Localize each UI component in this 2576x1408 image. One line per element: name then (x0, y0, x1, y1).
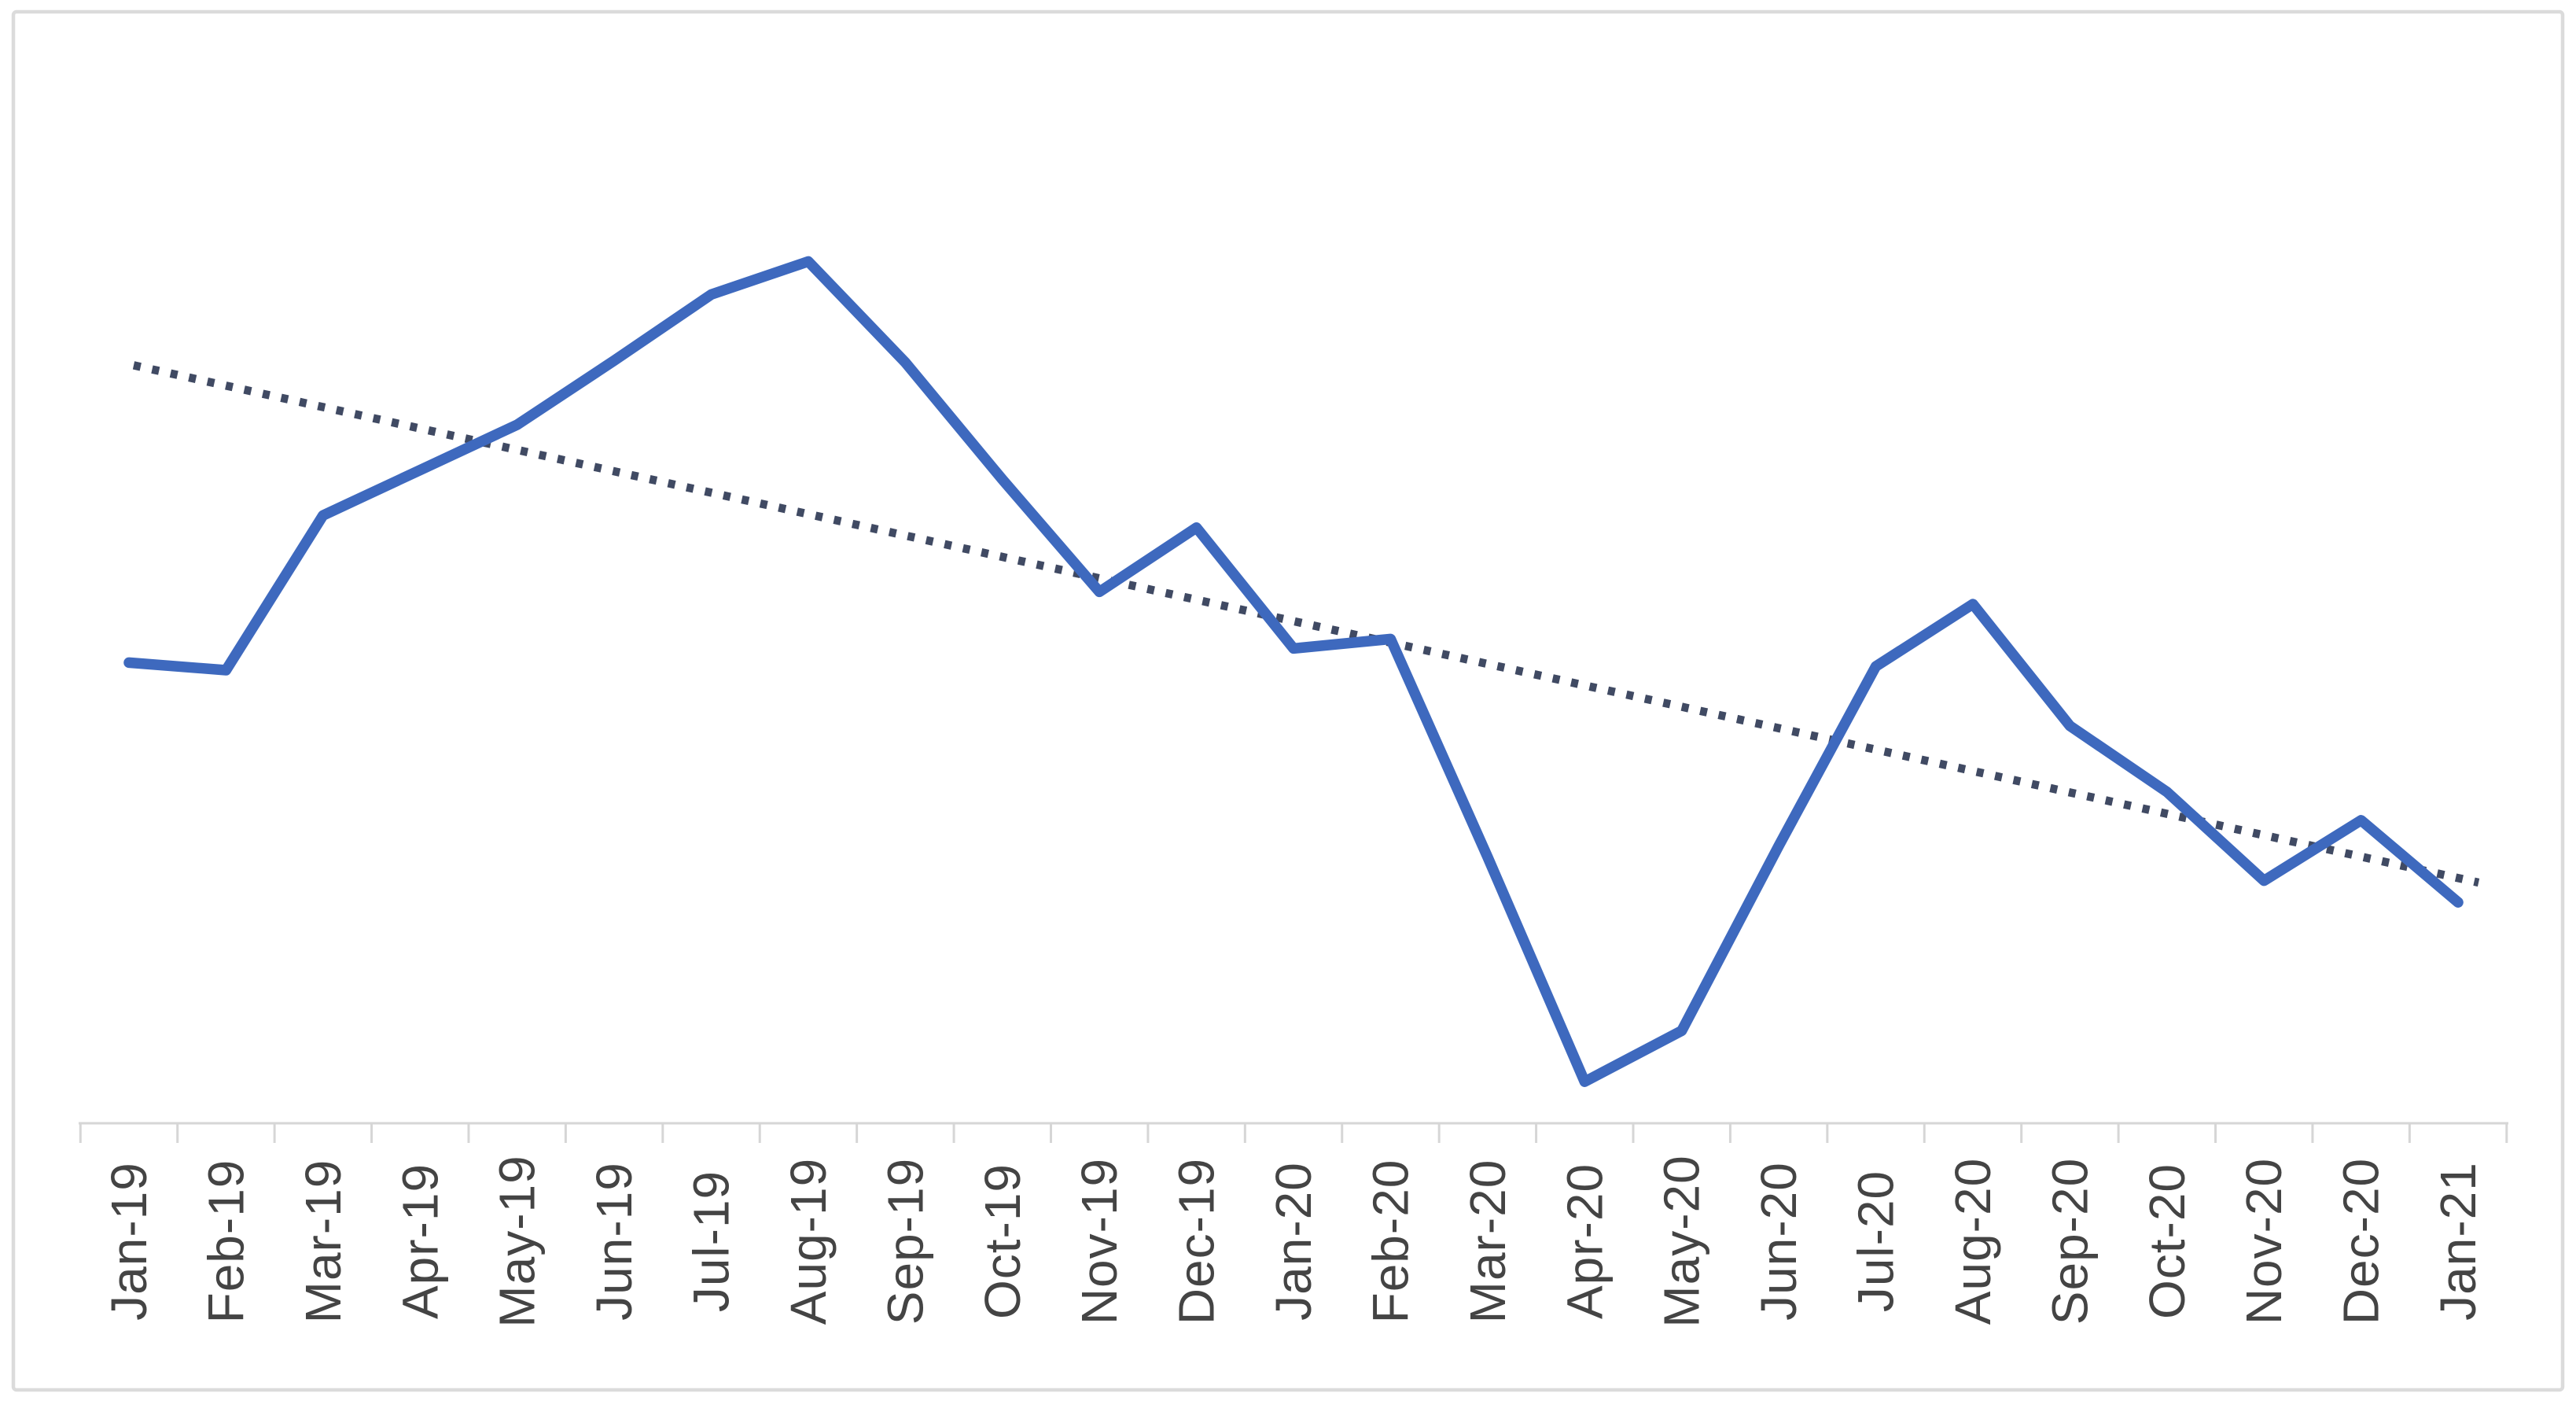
x-axis-label: Mar-19 (295, 1159, 351, 1324)
x-axis-label: Jan-19 (101, 1162, 157, 1321)
x-axis-label: Mar-20 (1459, 1159, 1516, 1324)
x-axis-label: Sep-20 (2041, 1158, 2098, 1325)
x-axis-label: Oct-19 (974, 1163, 1031, 1319)
x-axis-label: Jul-20 (1848, 1170, 1904, 1312)
x-axis-label: Apr-19 (392, 1163, 448, 1319)
x-axis-label: Dec-19 (1168, 1158, 1225, 1325)
x-axis-label: Nov-19 (1071, 1158, 1128, 1325)
x-axis-label: May-19 (489, 1155, 546, 1327)
x-axis-label: Oct-20 (2139, 1163, 2195, 1319)
x-axis-label: Feb-19 (197, 1159, 254, 1324)
x-axis-label: Jul-19 (683, 1170, 740, 1312)
x-axis-label: Apr-20 (1556, 1163, 1613, 1319)
x-axis-label: Jan-20 (1265, 1162, 1322, 1321)
chart-border (11, 9, 2565, 1392)
x-axis-label: Jun-20 (1750, 1162, 1807, 1321)
series-line (123, 256, 2464, 1087)
x-axis-label: Dec-20 (2333, 1158, 2390, 1325)
x-axis-label: Jan-21 (2430, 1162, 2486, 1321)
x-axis-label: Aug-20 (1945, 1158, 2001, 1325)
x-axis-label: Aug-19 (780, 1158, 837, 1325)
x-axis-label: Jun-19 (586, 1162, 642, 1321)
x-axis-label: Nov-20 (2236, 1158, 2292, 1325)
x-axis-label: Sep-19 (877, 1158, 933, 1325)
x-axis-label: May-20 (1654, 1155, 1710, 1327)
trendline (132, 361, 2480, 887)
x-axis-label: Feb-20 (1362, 1159, 1419, 1324)
